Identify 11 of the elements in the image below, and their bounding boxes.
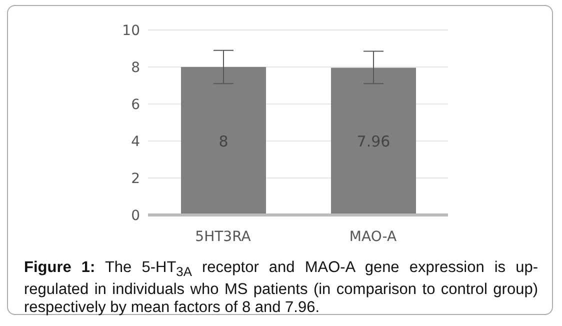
x-tick-label: MAO-A bbox=[349, 228, 397, 245]
caption: Figure 1: The 5-HT$_{3A}$ receptor and MAO-A gene expression is up-regulated in individuals who MS patients (in comparison to control group) respectively by mean factors of 8 and 7.96. bbox=[24, 259, 538, 316]
data-label: 8 bbox=[218, 132, 228, 150]
y-tick-label: 0 bbox=[131, 208, 140, 224]
y-tick-label: 10 bbox=[122, 22, 140, 39]
y-tick-label: 4 bbox=[131, 134, 140, 150]
y-tick-label: 6 bbox=[131, 96, 140, 113]
x-tick-label: 5HT3RA bbox=[195, 228, 252, 245]
y-tick-label: 2 bbox=[131, 170, 140, 187]
data-label: 7.96 bbox=[356, 132, 390, 151]
y-tick-label: 8 bbox=[131, 60, 140, 76]
